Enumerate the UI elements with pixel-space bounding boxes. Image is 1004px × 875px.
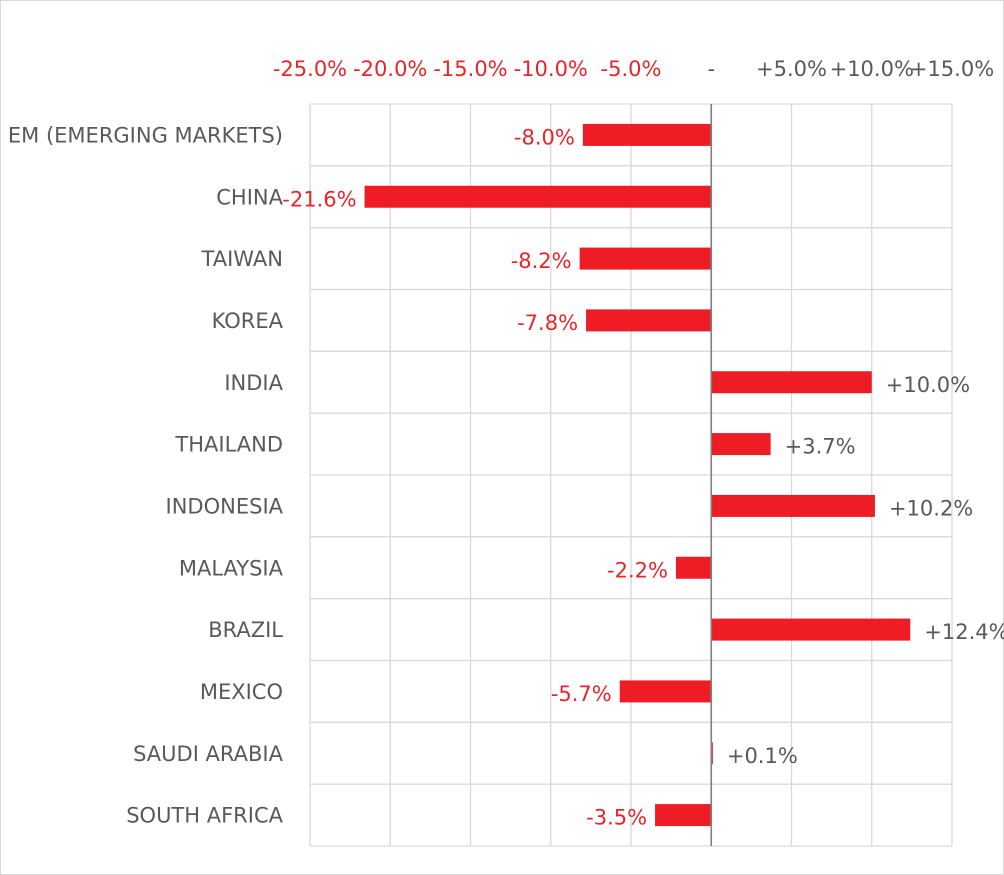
category-label: BRAZIL — [208, 618, 283, 642]
x-tick-label: -5.0% — [601, 57, 662, 81]
data-label: +12.4% — [924, 620, 1004, 644]
category-label: THAILAND — [174, 433, 283, 457]
category-label: CHINA — [216, 185, 283, 209]
category-label: MEXICO — [200, 680, 283, 704]
category-label: EM (EMERGING MARKETS) — [8, 123, 283, 147]
category-label: MALAYSIA — [179, 556, 284, 580]
data-label: +10.0% — [886, 373, 970, 397]
data-label: -5.7% — [551, 682, 612, 706]
bar — [675, 556, 712, 579]
data-label: +3.7% — [785, 435, 856, 459]
bar — [619, 680, 712, 703]
category-label: SAUDI ARABIA — [133, 742, 284, 766]
data-label: -7.8% — [517, 311, 578, 335]
bar — [582, 123, 712, 146]
category-label: SOUTH AFRICA — [126, 804, 283, 828]
bar — [711, 433, 771, 456]
data-label: -2.2% — [607, 558, 668, 582]
data-label: -8.2% — [511, 249, 572, 273]
bar — [364, 185, 712, 208]
bar — [711, 618, 911, 641]
bar — [711, 371, 872, 394]
x-tick-label: -20.0% — [353, 57, 427, 81]
category-label: KOREA — [212, 309, 284, 333]
data-label: -3.5% — [586, 806, 647, 830]
data-label: -21.6% — [282, 187, 356, 211]
x-tick-label: +5.0% — [756, 57, 827, 81]
category-label: INDONESIA — [166, 494, 284, 518]
bar — [711, 494, 875, 517]
data-label: +10.2% — [889, 496, 973, 520]
x-tick-label: -15.0% — [433, 57, 507, 81]
category-label: TAIWAN — [201, 247, 283, 271]
category-labels: EM (EMERGING MARKETS) CHINA TAIWAN KOREA IND… — [8, 123, 284, 827]
x-tick-label: +10.0% — [830, 57, 914, 81]
bars — [364, 123, 911, 827]
x-tick-label: -25.0% — [273, 57, 347, 81]
x-tick-label: - — [707, 57, 715, 81]
x-tick-label: +15.0% — [910, 57, 994, 81]
data-labels: -8.0% -21.6% -8.2% -7.8% +10.0% +3.7% +10.2% -2… — [282, 125, 1004, 829]
bar — [655, 804, 712, 827]
grid-lines — [309, 103, 953, 847]
bar — [579, 247, 712, 270]
data-label: +0.1% — [727, 744, 798, 768]
x-tick-label: -10.0% — [514, 57, 588, 81]
bar — [711, 742, 713, 765]
x-tick-labels: -25.0% -20.0% -15.0% -10.0% -5.0% - +5.0% +10.0… — [273, 57, 994, 81]
category-label: INDIA — [224, 371, 283, 395]
data-label: -8.0% — [514, 125, 575, 149]
bar — [586, 309, 712, 332]
